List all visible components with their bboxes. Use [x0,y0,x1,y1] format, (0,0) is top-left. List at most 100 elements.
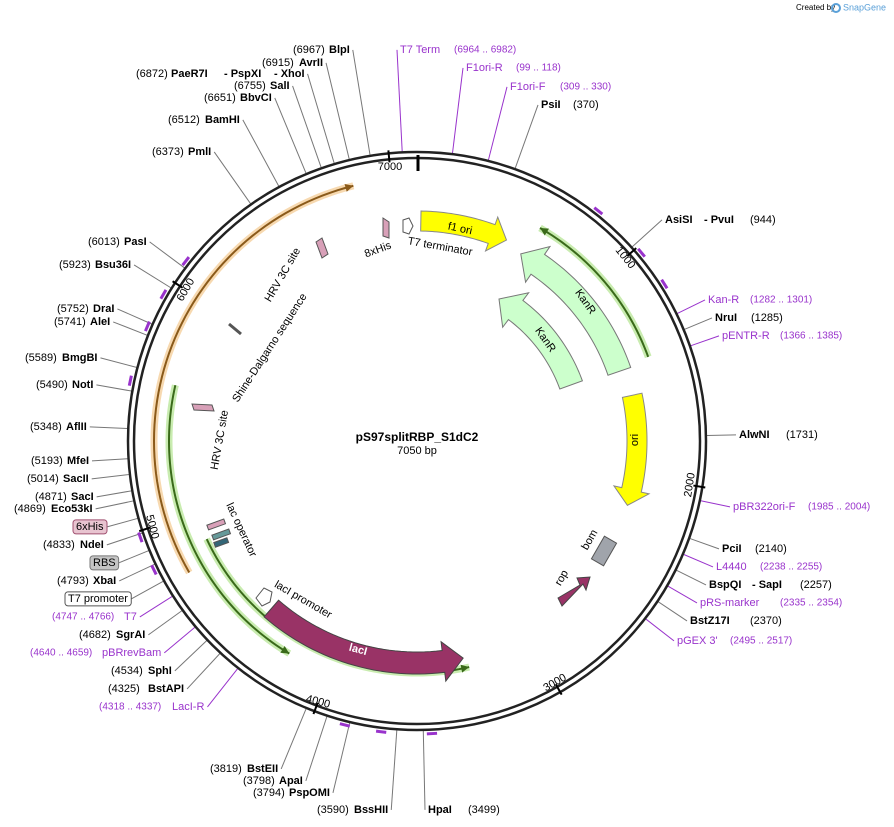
feature-line [539,227,650,358]
leader-line [422,730,426,810]
leader-line [174,640,208,672]
site-position: (4833) [43,539,75,551]
site-name: PmlI [188,146,211,158]
primer-range: (2335 .. 2354) [780,598,842,609]
site-position: (5589) [25,352,57,364]
feature-box [64,591,132,607]
site-position: (2257) [800,579,832,591]
leader-line [117,308,152,325]
feature-head [280,645,290,654]
site-name: SgrAI [116,629,145,641]
primer-range: (2495 .. 2517) [730,636,792,647]
site-name: BmgBI [62,352,97,364]
site-name: BssHII [354,804,388,816]
primer-mark [127,375,133,386]
feature-label: rop [553,568,571,588]
site-name: PsiI [541,99,561,111]
boxed-feature: 6xHis [76,521,104,533]
site-position: (5348) [30,421,62,433]
tick-mark [312,702,319,715]
primer-name: pBRrevBam [102,647,161,659]
map-title: pS97splitRBP_S1dC2 [356,430,479,444]
site-name: PasI [124,236,147,248]
site-position: (3819) [210,763,242,775]
site-position: (3794) [253,787,285,799]
primer-mark [150,564,158,576]
site-name: - XhoI [274,68,305,80]
site-name: AsiSI [665,214,693,226]
site-name: PaeR7I [171,68,208,80]
site-name: Bsu36I [95,259,131,271]
tick-mark [693,484,706,489]
site-name: - SapI [752,579,782,591]
site-name: SalI [270,80,290,92]
site-position: (5490) [36,379,68,391]
primer-name: T7 [124,611,137,623]
site-name: BstEII [247,763,278,775]
primer-mark [339,722,351,728]
primer-mark [660,278,669,290]
site-position: (4871) [35,491,67,503]
site-name: BlpI [329,44,350,56]
site-position: (6373) [152,146,184,158]
shine-dalgarno [228,322,242,336]
leader-line [684,317,713,330]
leader-line [305,716,328,782]
leader-line [390,730,398,810]
site-name: BstZ17I [690,615,730,627]
primer-mark [426,731,438,736]
leader-line [89,426,128,430]
leader-line [451,67,464,154]
leader-line [149,241,185,269]
primer-mark [181,256,191,267]
primer-name: pBR322ori-F [733,501,796,513]
site-position: (5923) [59,259,91,271]
site-position: (4682) [79,629,111,641]
leader-line [280,708,307,770]
primer-range: (99 .. 118) [516,63,561,74]
bom [590,535,618,567]
site-name: PspOMI [289,787,330,799]
leader-line [307,73,335,164]
primer-name: pENTR-R [722,330,770,342]
site-position: (6915) [262,57,294,69]
site-name: PciI [722,543,742,555]
leader-line [96,490,132,498]
leader-line [676,569,707,586]
leader-line [213,151,251,204]
leader-line [667,585,698,604]
site-name: - PspXI [224,68,261,80]
leader-line [352,49,371,155]
feature-line [152,184,354,573]
site-position: (4869) [14,503,46,515]
feature-label: T7 terminator [407,235,474,258]
leader-line [645,618,675,642]
hrv-site [191,403,215,412]
feature-label: Shine-Dalgarno sequence [230,291,309,404]
site-name: HpaI [428,804,452,816]
primer-name: F1ori-F [510,81,546,93]
primer-range: (1366 .. 1385) [780,331,842,342]
leader-line [325,62,350,160]
leader-line [690,335,720,347]
site-position: (5014) [27,473,59,485]
tick-mark [138,526,151,533]
site-position: (4793) [57,575,89,587]
leader-line [487,86,508,161]
leader-line [689,538,720,550]
map-length: 7050 bp [397,445,437,457]
leader-line [396,49,403,152]
leader-line [631,219,663,248]
leader-line [91,474,130,480]
tick-label: 7000 [378,161,402,173]
logo [831,3,841,13]
feature-arrow [498,291,584,390]
leader-line [96,384,132,392]
leader-line [106,517,138,528]
feature-box [89,555,120,571]
site-position: (5193) [31,455,63,467]
site-name: BspQI [709,579,741,591]
site-name: Eco53kI [51,503,93,515]
leader-line [106,532,143,546]
